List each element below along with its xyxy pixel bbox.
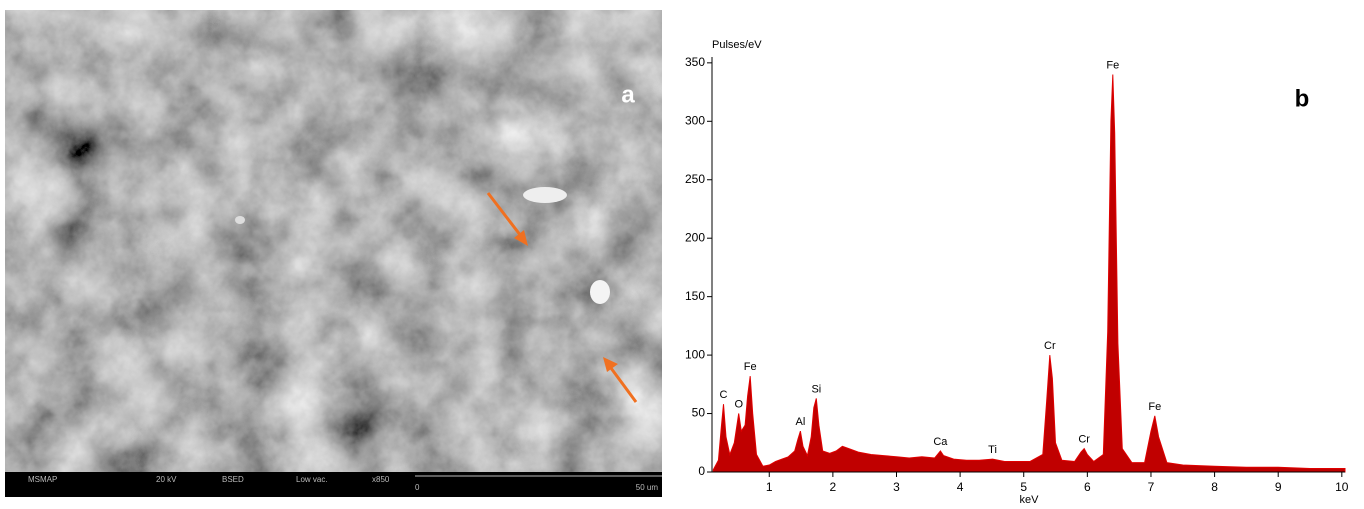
peak-label: Ca — [933, 436, 948, 448]
peak-label: Al — [796, 416, 806, 428]
peak-label: Ti — [988, 444, 997, 456]
y-tick-label: 350 — [685, 55, 705, 69]
sem-texture — [5, 10, 662, 472]
peak-label: C — [719, 389, 727, 401]
sem-image: a MSMAP 20 kV BSED Low vac. x850 0 50 um — [5, 10, 662, 497]
bright-particle — [235, 216, 245, 224]
x-tick-label: 6 — [1084, 480, 1091, 494]
arrow — [486, 192, 526, 241]
peak-label: Cr — [1078, 434, 1090, 446]
info-text: x850 — [372, 475, 390, 484]
x-tick-label: 2 — [830, 480, 837, 494]
panel-label: b — [1295, 85, 1310, 112]
bright-particle — [523, 187, 567, 203]
arrow-head — [514, 230, 528, 246]
arrow — [606, 363, 638, 403]
info-text: 20 kV — [156, 475, 177, 484]
arrow-head — [603, 357, 618, 372]
peak-label: Si — [811, 383, 821, 395]
spectrum-chart: Pulses/eV keV b 0 50 100 150 200 250 300 350 1 2 3… — [685, 39, 1349, 506]
y-tick-label: 250 — [685, 172, 705, 186]
x-tick-label: 10 — [1335, 480, 1349, 494]
scale-end: 50 um — [636, 483, 659, 492]
y-tick-label: 0 — [698, 464, 705, 478]
y-tick-label: 150 — [685, 289, 705, 303]
x-tick-label: 8 — [1211, 480, 1218, 494]
x-tick-label: 3 — [893, 480, 900, 494]
info-text: Low vac. — [296, 475, 328, 484]
y-tick-label: 50 — [692, 406, 706, 420]
peak-label: O — [734, 398, 743, 410]
scale-start: 0 — [415, 483, 420, 492]
peak-label: Fe — [1106, 59, 1119, 71]
x-tick-label: 9 — [1275, 480, 1282, 494]
y-tick-label: 300 — [685, 113, 705, 127]
x-tick-label: 7 — [1148, 480, 1155, 494]
panel-label: a — [621, 81, 635, 108]
peak-label: Fe — [1148, 401, 1161, 413]
peak-label: Cr — [1044, 340, 1056, 352]
x-tick-label: 4 — [957, 480, 964, 494]
info-text: BSED — [222, 475, 244, 484]
spectrum-area — [712, 74, 1346, 473]
info-text: MSMAP — [28, 475, 57, 484]
y-axis-label: Pulses/eV — [712, 39, 762, 51]
y-tick-label: 100 — [685, 347, 705, 361]
x-tick-label: 1 — [766, 480, 773, 494]
x-axis-label: keV — [1020, 494, 1040, 504]
x-tick-label: 5 — [1020, 480, 1027, 494]
bright-particle — [590, 280, 610, 304]
peak-label: Fe — [744, 361, 757, 373]
y-tick-label: 200 — [685, 230, 705, 244]
